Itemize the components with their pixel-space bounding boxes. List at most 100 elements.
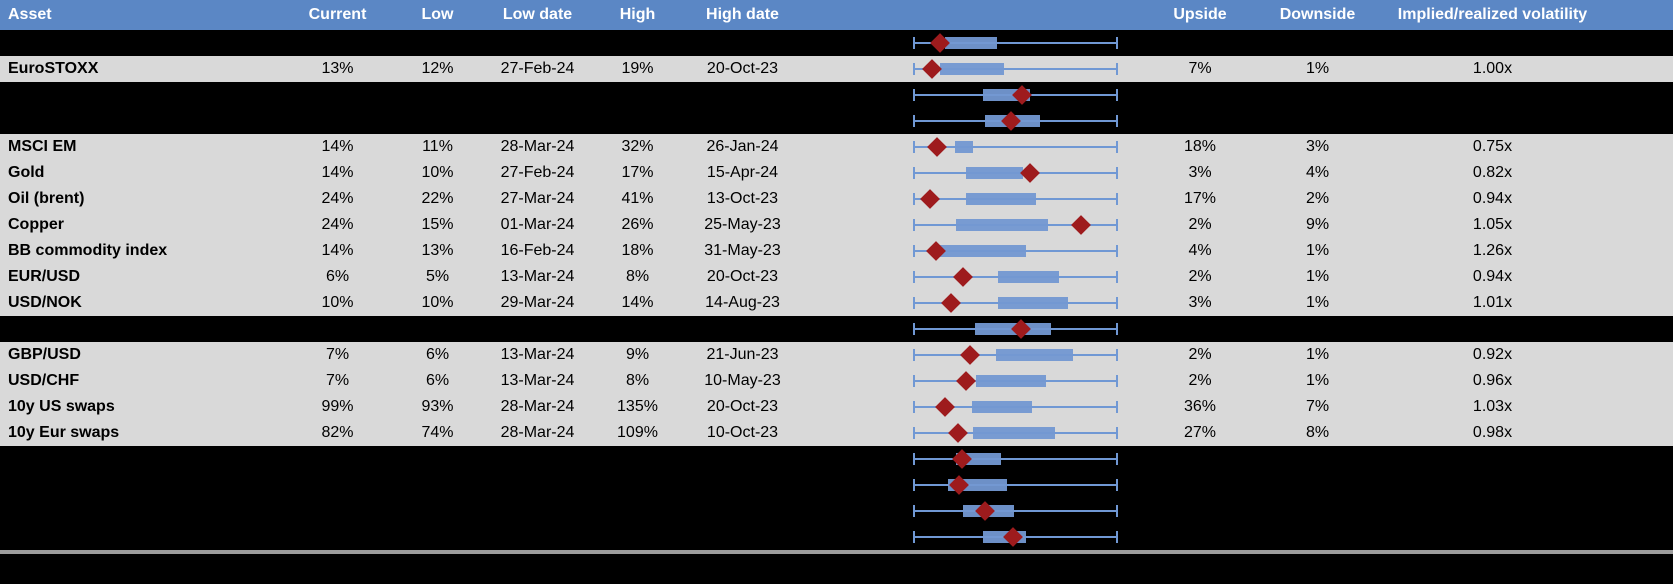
downside-cell[interactable]: 1% (1305, 372, 1330, 389)
low-cell[interactable]: 93% (421, 398, 454, 415)
high-cell[interactable]: 135% (617, 398, 658, 415)
asset-cell[interactable]: Gold (8, 164, 45, 181)
high-date-cell[interactable]: 25-May-23 (704, 216, 781, 233)
boxplot-chart-cell[interactable] (805, 316, 1125, 342)
high-cell[interactable]: 41% (621, 190, 654, 207)
header-asset[interactable]: Asset (8, 6, 52, 23)
boxplot-chart-cell[interactable] (805, 238, 1125, 264)
high-date-cell[interactable]: 20-Oct-23 (706, 398, 779, 415)
boxplot-chart-cell[interactable] (805, 290, 1125, 316)
upside-cell[interactable]: 17% (1183, 190, 1217, 207)
current-cell[interactable]: 14% (321, 164, 354, 181)
asset-cell[interactable]: EuroSTOXX (8, 60, 99, 77)
header-high[interactable]: High (619, 6, 656, 23)
boxplot-chart-cell[interactable] (805, 394, 1125, 420)
current-cell[interactable]: 14% (321, 138, 354, 155)
low-date-cell[interactable]: 01-Mar-24 (500, 216, 575, 233)
high-cell[interactable]: 9% (625, 346, 650, 363)
low-cell[interactable]: 13% (421, 242, 454, 259)
header-low[interactable]: Low (421, 6, 454, 23)
high-cell[interactable]: 32% (621, 138, 654, 155)
iv-ratio-cell[interactable]: 0.92x (1472, 346, 1513, 363)
iv-ratio-cell[interactable]: 0.82x (1472, 164, 1513, 181)
high-date-cell[interactable]: 21-Jun-23 (706, 346, 779, 363)
iv-ratio-cell[interactable]: 1.26x (1472, 242, 1513, 259)
high-cell[interactable]: 8% (625, 268, 650, 285)
upside-cell[interactable]: 7% (1188, 60, 1212, 77)
boxplot-chart-cell[interactable] (805, 524, 1125, 550)
header-implied-realized-volatility[interactable]: Implied/realized volatility (1397, 6, 1588, 23)
upside-cell[interactable]: 18% (1183, 138, 1217, 155)
upside-cell[interactable]: 4% (1188, 242, 1212, 259)
upside-cell[interactable]: 2% (1188, 268, 1212, 285)
iv-ratio-cell[interactable]: 0.94x (1472, 190, 1513, 207)
downside-cell[interactable]: 8% (1305, 424, 1330, 441)
high-cell[interactable]: 14% (621, 294, 654, 311)
upside-cell[interactable]: 2% (1188, 346, 1212, 363)
boxplot-chart-cell[interactable] (805, 134, 1125, 160)
current-cell[interactable]: 99% (321, 398, 354, 415)
downside-cell[interactable]: 7% (1305, 398, 1330, 415)
low-date-cell[interactable]: 13-Mar-24 (500, 346, 575, 363)
downside-cell[interactable]: 1% (1305, 268, 1330, 285)
upside-cell[interactable]: 3% (1188, 164, 1212, 181)
low-cell[interactable]: 6% (425, 372, 450, 389)
downside-cell[interactable]: 1% (1305, 242, 1330, 259)
downside-cell[interactable]: 1% (1305, 346, 1330, 363)
high-cell[interactable]: 8% (625, 372, 650, 389)
boxplot-chart-cell[interactable] (805, 498, 1125, 524)
downside-cell[interactable]: 2% (1305, 190, 1330, 207)
header-current[interactable]: Current (308, 6, 367, 23)
high-cell[interactable]: 26% (621, 216, 654, 233)
asset-cell[interactable]: 10y Eur swaps (8, 424, 120, 441)
upside-cell[interactable]: 2% (1188, 372, 1212, 389)
asset-cell[interactable]: MSCI EM (8, 138, 77, 155)
iv-ratio-cell[interactable]: 1.05x (1472, 216, 1513, 233)
asset-cell[interactable]: BB commodity index (8, 242, 168, 259)
iv-ratio-cell[interactable]: 0.96x (1472, 372, 1513, 389)
downside-cell[interactable]: 1% (1305, 294, 1330, 311)
current-cell[interactable]: 7% (325, 372, 350, 389)
low-cell[interactable]: 22% (421, 190, 454, 207)
header-high-date[interactable]: High date (706, 6, 779, 23)
asset-cell[interactable]: GBP/USD (8, 346, 81, 363)
boxplot-chart-cell[interactable] (805, 420, 1125, 446)
header-low-date[interactable]: Low date (502, 6, 573, 23)
current-cell[interactable]: 24% (321, 216, 354, 233)
low-date-cell[interactable]: 28-Mar-24 (500, 138, 575, 155)
downside-cell[interactable]: 1% (1305, 60, 1330, 77)
low-date-cell[interactable]: 28-Mar-24 (500, 398, 575, 415)
low-date-cell[interactable]: 27-Mar-24 (500, 190, 575, 207)
high-date-cell[interactable]: 14-Aug-23 (705, 294, 780, 311)
high-cell[interactable]: 109% (617, 424, 658, 441)
high-cell[interactable]: 19% (621, 60, 654, 77)
low-cell[interactable]: 6% (425, 346, 450, 363)
high-date-cell[interactable]: 10-May-23 (704, 372, 781, 389)
low-date-cell[interactable]: 27-Feb-24 (500, 60, 575, 77)
boxplot-chart-cell[interactable] (805, 160, 1125, 186)
boxplot-chart-cell[interactable] (805, 472, 1125, 498)
iv-ratio-cell[interactable]: 0.75x (1472, 138, 1513, 155)
header-upside[interactable]: Upside (1173, 6, 1227, 23)
asset-cell[interactable]: 10y US swaps (8, 398, 115, 415)
low-date-cell[interactable]: 29-Mar-24 (500, 294, 575, 311)
low-cell[interactable]: 11% (422, 138, 453, 155)
iv-ratio-cell[interactable]: 1.00x (1472, 60, 1513, 77)
low-cell[interactable]: 5% (425, 268, 450, 285)
high-date-cell[interactable]: 20-Oct-23 (706, 268, 779, 285)
asset-cell[interactable]: USD/CHF (8, 372, 80, 389)
iv-ratio-cell[interactable]: 0.98x (1472, 424, 1513, 441)
low-date-cell[interactable]: 13-Mar-24 (500, 372, 575, 389)
current-cell[interactable]: 7% (325, 346, 350, 363)
high-cell[interactable]: 18% (621, 242, 654, 259)
high-date-cell[interactable]: 31-May-23 (704, 242, 781, 259)
iv-ratio-cell[interactable]: 1.03x (1472, 398, 1513, 415)
asset-cell[interactable]: USD/NOK (8, 294, 82, 311)
downside-cell[interactable]: 4% (1305, 164, 1330, 181)
low-date-cell[interactable]: 27-Feb-24 (500, 164, 575, 181)
current-cell[interactable]: 14% (321, 242, 354, 259)
upside-cell[interactable]: 27% (1183, 424, 1217, 441)
high-date-cell[interactable]: 15-Apr-24 (706, 164, 779, 181)
high-date-cell[interactable]: 10-Oct-23 (706, 424, 779, 441)
boxplot-chart-cell[interactable] (805, 82, 1125, 108)
